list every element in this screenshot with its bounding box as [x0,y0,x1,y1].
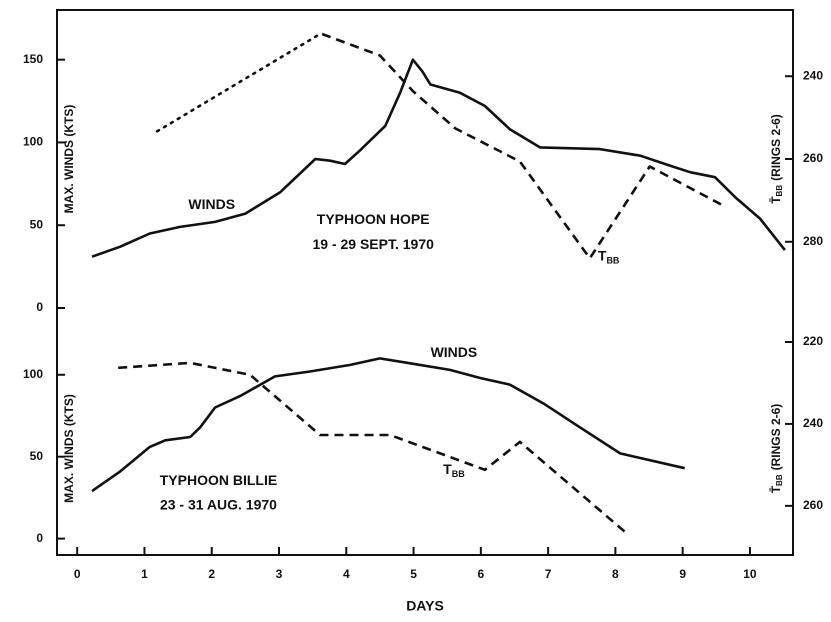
x-tick-label: 2 [208,567,215,581]
x-tick-label: 8 [612,567,619,581]
y-axis-label: MAX. WINDS (KTS) [62,105,76,214]
plot-frame [56,9,794,556]
data-line [321,32,726,260]
y-tick-label: 50 [30,449,44,463]
y-tick-label: 50 [30,217,44,231]
y2-label-sub: BB [775,185,784,197]
data-line [118,361,626,533]
y2-tick-label: 240 [803,68,823,82]
x-tick-label: 6 [477,567,484,581]
annotation: TYPHOON HOPE [317,211,430,227]
y-tick-label: 0 [36,531,43,545]
x-tick-label: 4 [343,567,350,581]
y2-axis-label: T̄BB (RINGS 2-6) [769,114,784,204]
annotation: WINDS [188,196,235,212]
y-tick-label: 150 [23,52,43,66]
y-axis-label: MAX. WINDS (KTS) [62,394,76,503]
annotation: TBB [443,461,465,480]
y-tick-label: 0 [36,300,43,314]
y2-tick-label: 260 [803,151,823,165]
annotation-sub: BB [606,256,619,266]
y2-tick-label: 260 [803,498,823,512]
y2-label-symbol: T̄ [769,485,783,493]
y2-label-rest: (RINGS 2-6) [769,114,783,181]
x-tick-label: 3 [276,567,283,581]
annotation: 23 - 31 AUG. 1970 [160,497,277,513]
x-axis-label: DAYS [406,598,444,614]
data-line [91,58,786,258]
annotation-text: T [598,247,607,263]
x-tick-label: 9 [679,567,686,581]
y2-label-symbol: T̄ [769,196,783,204]
y2-label-sub: BB [775,474,784,486]
data-line [155,32,322,133]
annotation: TYPHOON BILLIE [160,472,277,488]
data-line [91,357,685,493]
annotation: TBB [598,247,620,266]
x-tick-label: 10 [743,567,757,581]
y-tick-label: 100 [23,367,43,381]
annotation-text: T [443,461,452,477]
y2-axis-label: T̄BB (RINGS 2-6) [769,404,784,494]
annotation: WINDS [431,344,478,360]
y2-tick-label: 220 [803,334,823,348]
y2-label-rest: (RINGS 2-6) [769,404,783,471]
x-tick-label: 0 [74,567,81,581]
x-tick-label: 5 [410,567,417,581]
y2-tick-label: 280 [803,234,823,248]
annotation: 19 - 29 SEPT. 1970 [312,236,434,252]
x-tick-label: 1 [141,567,148,581]
y2-tick-label: 240 [803,416,823,430]
y-tick-label: 100 [23,135,43,149]
annotation-sub: BB [452,469,465,479]
x-tick-label: 7 [545,567,552,581]
